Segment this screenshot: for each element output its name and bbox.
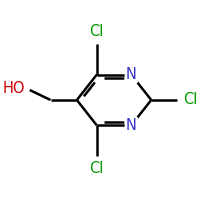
Text: HO: HO (3, 81, 25, 96)
Text: Cl: Cl (90, 161, 104, 176)
Text: Cl: Cl (183, 92, 197, 108)
Text: N: N (126, 67, 137, 82)
Text: Cl: Cl (90, 24, 104, 39)
Text: N: N (126, 118, 137, 133)
